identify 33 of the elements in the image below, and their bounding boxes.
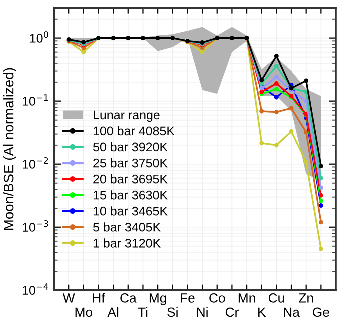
x-tick-label: Fe (181, 294, 195, 303)
legend-label: 1 bar 3120K (94, 238, 161, 248)
x-tick-label: K (258, 308, 266, 317)
x-tick-label: Ti (138, 307, 148, 317)
x-tick-label: Cr (226, 308, 239, 318)
legend-label: 25 bar 3750K (94, 158, 168, 168)
x-tick-label: Ni (197, 307, 208, 317)
x-tick-label: Hf (93, 293, 106, 303)
legend-label: Lunar range (94, 110, 160, 122)
legend-label: 5 bar 3405K (94, 222, 161, 232)
y-axis-title: Moon/BSE (Al normalized) (4, 68, 16, 230)
y-tick-label: 10$^{0}$ (30, 31, 48, 43)
x-tick-label: Cu (268, 294, 284, 303)
legend-label: 10 bar 3465K (94, 206, 168, 216)
y-tick-label: 10$^{−3}$ (22, 220, 48, 232)
x-tick-label: Mn (238, 294, 256, 303)
x-tick-label: Ca (120, 294, 137, 303)
legend-label: 50 bar 3920K (94, 142, 168, 152)
y-tick-label: 10$^{−4}$ (22, 284, 48, 295)
x-tick-label: W (62, 294, 76, 303)
x-tick-label: Zn (299, 294, 314, 303)
legend-label: 20 bar 3695K (94, 174, 168, 184)
legend-label: 15 bar 3630K (94, 190, 168, 200)
x-tick-label: Mg (150, 294, 166, 306)
x-tick-label: Ge (313, 308, 330, 318)
y-tick-label: 10$^{−1}$ (22, 94, 48, 106)
y-tick-label: 10$^{−2}$ (22, 158, 48, 169)
legend-label: 100 bar 4085K (94, 126, 175, 136)
x-tick-label: Si (168, 307, 178, 318)
x-tick-label: Al (108, 307, 119, 317)
x-tick-label: Co (210, 294, 226, 303)
x-tick-label: Na (284, 308, 300, 318)
x-tick-label: Mo (76, 308, 93, 318)
